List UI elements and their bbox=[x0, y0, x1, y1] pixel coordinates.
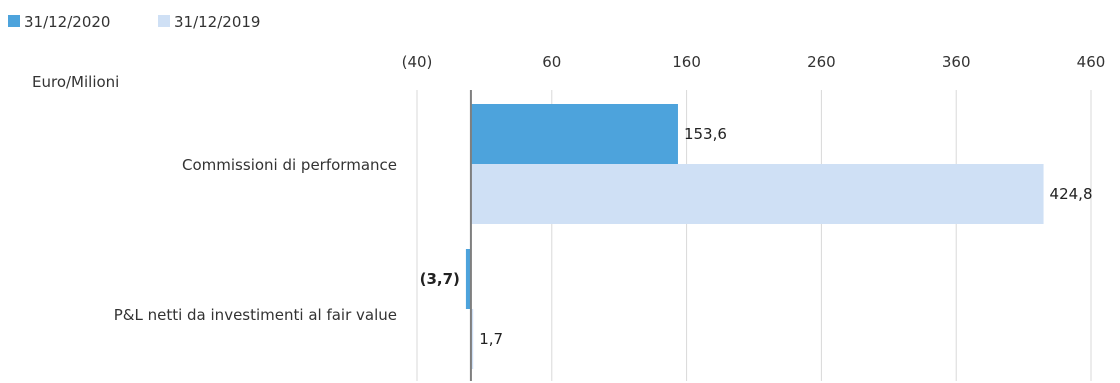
bar-s2-c2 bbox=[470, 309, 474, 369]
category-label: P&L netti da investimenti al fair value bbox=[114, 306, 397, 324]
x-tick-label: 360 bbox=[942, 53, 971, 71]
bar-s1-c2 bbox=[465, 249, 471, 309]
data-label-s2-c2: 1,7 bbox=[479, 330, 503, 348]
x-tick-label: 460 bbox=[1077, 53, 1106, 71]
category-labels: Commissioni di performance P&L netti da i… bbox=[114, 156, 397, 324]
data-label-s1-c2: (3,7) bbox=[420, 270, 460, 288]
legend-label-2: 31/12/2019 bbox=[174, 13, 260, 31]
x-tick-label: (40) bbox=[402, 53, 433, 71]
x-axis-ticks: (40) 60 160 260 360 460 bbox=[402, 53, 1106, 71]
data-label-s1-c1: 153,6 bbox=[684, 125, 727, 143]
legend: 31/12/2020 31/12/2019 bbox=[8, 13, 260, 31]
bar-s2-c1 bbox=[470, 164, 1044, 224]
data-label-s2-c1: 424,8 bbox=[1050, 185, 1093, 203]
category-label: Commissioni di performance bbox=[182, 156, 397, 174]
x-tick-label: 160 bbox=[672, 53, 701, 71]
legend-swatch-2 bbox=[158, 15, 170, 27]
unit-label: Euro/Milioni bbox=[32, 73, 119, 91]
legend-label-1: 31/12/2020 bbox=[24, 13, 110, 31]
data-labels: 153,6 424,8 (3,7) 1,7 bbox=[420, 125, 1093, 348]
x-tick-label: 60 bbox=[542, 53, 561, 71]
x-tick-label: 260 bbox=[807, 53, 836, 71]
bars bbox=[465, 104, 1044, 369]
legend-swatch-1 bbox=[8, 15, 20, 27]
bar-s1-c1 bbox=[470, 104, 678, 164]
